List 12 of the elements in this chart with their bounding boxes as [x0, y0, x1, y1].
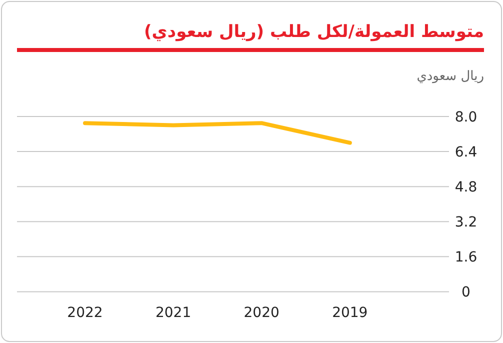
chart-title: متوسط العمولة/لكل طلب (ريال سعودي): [144, 22, 484, 42]
x-tick-label: 2021: [155, 305, 192, 321]
y-tick-label: 4.8: [454, 180, 478, 196]
x-tick-label: 2020: [244, 305, 280, 321]
y-tick-label: 6.4: [454, 144, 478, 161]
y-tick-label: 0: [462, 284, 470, 301]
x-tick-label: 2019: [332, 305, 368, 321]
y-axis-title: ريال سعودي: [416, 69, 484, 84]
y-tick-label: 3.2: [454, 214, 478, 231]
x-tick-label: 2022: [67, 305, 103, 321]
y-tick-label: 1.6: [454, 250, 478, 266]
y-tick-label: 8.0: [454, 110, 478, 126]
